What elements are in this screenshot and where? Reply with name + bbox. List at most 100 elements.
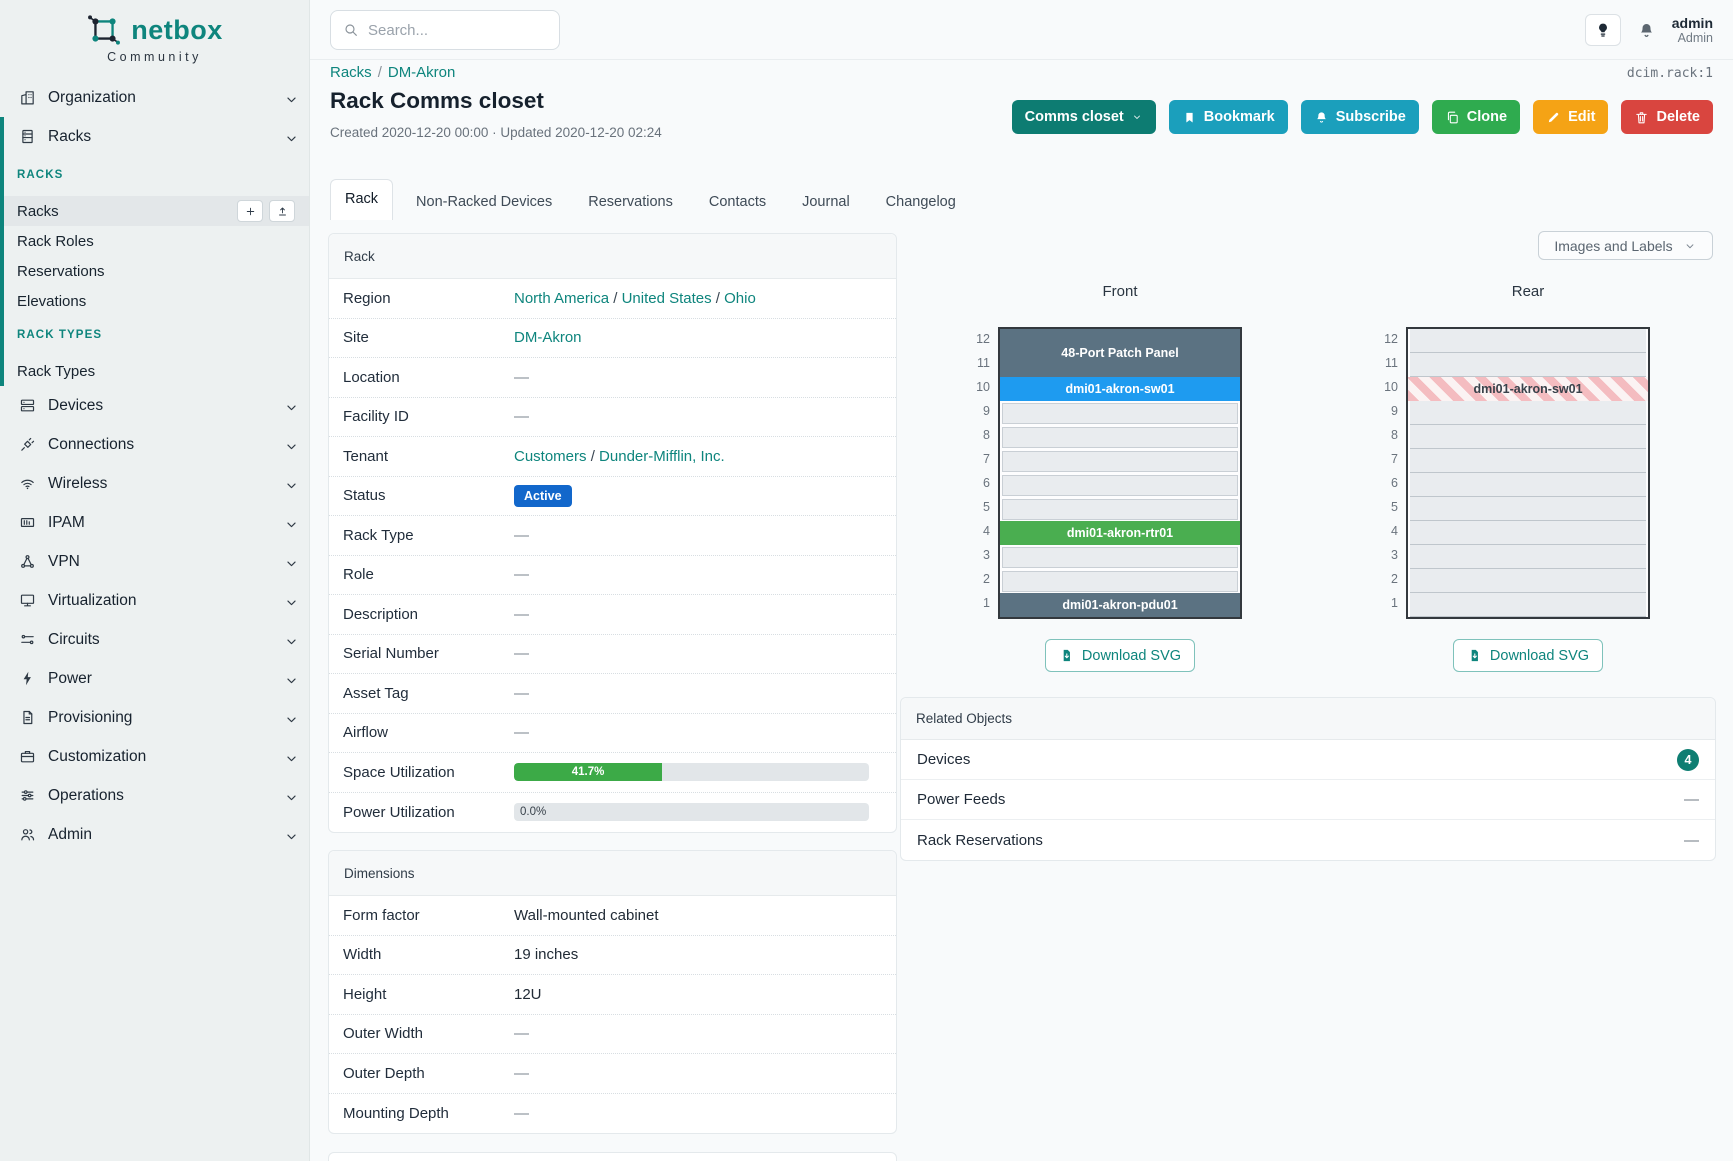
rack-unit-dmi01-akron-sw01[interactable]: dmi01-akron-sw01 [1000, 377, 1240, 401]
table-row-facility-id: Facility ID — [329, 398, 896, 437]
empty-unit-slot[interactable] [1410, 329, 1646, 353]
edit-button[interactable]: Edit [1533, 100, 1609, 134]
sidebar-item-customization[interactable]: Customization [0, 737, 309, 776]
field-label: Location [343, 368, 400, 386]
empty-unit-slot[interactable] [1410, 473, 1646, 497]
sidebar-subitem-racks[interactable]: Racks [4, 196, 309, 226]
sidebar-nav: Organization Racks RACKS Racks Rack Roles Res… [0, 78, 309, 854]
chevron-down-icon [287, 600, 296, 606]
sidebar-subitem-rack-types[interactable]: Rack Types [4, 356, 309, 386]
rack-unit-48-port-patch-panel[interactable]: 48-Port Patch Panel [1000, 329, 1240, 377]
empty-unit-slot[interactable] [1002, 450, 1238, 472]
empty-unit-slot[interactable] [1410, 449, 1646, 473]
sidebar-item-racks[interactable]: Racks [4, 117, 309, 156]
sidebar-item-organization[interactable]: Organization [0, 78, 309, 117]
empty-unit-slot[interactable] [1002, 402, 1238, 424]
sidebar-subitem-elevations[interactable]: Elevations [4, 286, 309, 316]
images-labels-toggle[interactable]: Images and Labels [1538, 231, 1713, 260]
breadcrumb-site-link[interactable]: DM-Akron [387, 64, 456, 81]
progress-bar-power-utilization: 0.0% [514, 803, 869, 822]
rack-unit-dmi01-akron-sw01[interactable]: dmi01-akron-sw01 [1408, 377, 1648, 401]
empty-unit-slot[interactable] [1002, 570, 1238, 592]
subscribe-button[interactable]: Subscribe [1300, 100, 1419, 134]
empty-unit-slot[interactable] [1002, 426, 1238, 448]
user-role: Admin [1677, 30, 1713, 45]
empty-unit-slot[interactable] [1002, 546, 1238, 568]
empty-unit-slot[interactable] [1410, 569, 1646, 593]
bookmark-button[interactable]: Bookmark [1168, 100, 1288, 134]
add-rack-button[interactable] [237, 200, 263, 222]
chevron-down-icon [287, 405, 296, 411]
empty-unit-slot[interactable] [1410, 521, 1646, 545]
empty-unit-slot[interactable] [1002, 498, 1238, 520]
link-north-america[interactable]: North America [514, 289, 610, 307]
sidebar-item-vpn[interactable]: VPN [0, 542, 309, 581]
link-dm-akron[interactable]: DM-Akron [514, 329, 582, 347]
delete-button[interactable]: Delete [1621, 100, 1713, 134]
next-panel-partial [328, 1152, 897, 1161]
link-customers[interactable]: Customers [514, 447, 587, 465]
empty-unit-slot[interactable] [1410, 353, 1646, 377]
sidebar-item-admin[interactable]: Admin [0, 815, 309, 854]
view-selector-button[interactable]: Comms closet [1011, 100, 1156, 134]
tab-rack[interactable]: Rack [330, 179, 394, 220]
sidebar-item-devices[interactable]: Devices [0, 386, 309, 425]
brand[interactable]: netbox Community [0, 0, 309, 78]
sidebar-item-circuits[interactable]: Circuits [0, 620, 309, 659]
link-dunder-mifflin-inc[interactable]: Dunder-Mifflin, Inc. [599, 447, 725, 465]
sidebar-item-label: Connections [48, 435, 135, 453]
unit-number: 2 [983, 572, 990, 586]
related-row-rack-reservations[interactable]: Rack Reservations — [901, 820, 1715, 860]
sidebar-item-ipam[interactable]: IPAM [0, 503, 309, 542]
theme-toggle-button[interactable] [1584, 14, 1621, 46]
clone-button[interactable]: Clone [1431, 100, 1521, 134]
sidebar-item-operations[interactable]: Operations [0, 776, 309, 815]
link-united-states[interactable]: United States [621, 289, 712, 307]
tab-journal[interactable]: Journal [802, 194, 850, 210]
chevron-down-icon [287, 97, 296, 103]
import-rack-button[interactable] [269, 200, 295, 222]
search-input[interactable] [368, 21, 528, 39]
empty-unit-slot[interactable] [1410, 593, 1646, 617]
download-svg-button-front[interactable]: Download SVG [1045, 639, 1195, 672]
empty-value-dash: — [514, 724, 529, 742]
tab-non-racked-devices[interactable]: Non-Racked Devices [416, 194, 553, 210]
download-svg-button-rear[interactable]: Download SVG [1453, 639, 1603, 672]
rack-unit-dmi01-akron-pdu01[interactable]: dmi01-akron-pdu01 [1000, 593, 1240, 617]
search-box[interactable] [330, 10, 560, 50]
empty-unit-slot[interactable] [1410, 545, 1646, 569]
copy-icon [1447, 111, 1458, 123]
sidebar-subitem-reservations[interactable]: Reservations [4, 256, 309, 286]
sidebar-item-virtualization[interactable]: Virtualization [0, 581, 309, 620]
related-row-power-feeds[interactable]: Power Feeds — [901, 780, 1715, 820]
netbox-logo-icon [88, 15, 121, 45]
empty-unit-slot[interactable] [1410, 425, 1646, 449]
sidebar-item-power[interactable]: Power [0, 659, 309, 698]
unit-number: 10 [1384, 380, 1398, 394]
unit-number: 3 [983, 548, 990, 562]
table-row-role: Role — [329, 556, 896, 595]
sidebar-item-wireless[interactable]: Wireless [0, 464, 309, 503]
breadcrumb-racks-link[interactable]: Racks [330, 64, 372, 81]
page-title: Rack Comms closet [330, 88, 544, 113]
chevron-down-icon [287, 561, 296, 567]
related-row-devices[interactable]: Devices 4 [901, 740, 1715, 780]
empty-unit-slot[interactable] [1002, 474, 1238, 496]
wifi-icon [21, 479, 34, 490]
sidebar-item-connections[interactable]: Connections [0, 425, 309, 464]
tab-contacts[interactable]: Contacts [708, 194, 767, 210]
tab-reservations[interactable]: Reservations [588, 194, 673, 210]
rack-unit-dmi01-akron-rtr01[interactable]: dmi01-akron-rtr01 [1000, 521, 1240, 545]
empty-unit-slot[interactable] [1410, 497, 1646, 521]
unit-number: 6 [1391, 476, 1398, 490]
sidebar-subitem-label: Racks [17, 202, 59, 220]
sidebar-item-label: Racks [48, 127, 92, 145]
empty-unit-slot[interactable] [1410, 401, 1646, 425]
sidebar-item-provisioning[interactable]: Provisioning [0, 698, 309, 737]
user-menu[interactable]: admin Admin [1672, 15, 1713, 45]
link-ohio[interactable]: Ohio [724, 289, 756, 307]
plug-icon [21, 437, 35, 451]
sidebar-subitem-rack-roles[interactable]: Rack Roles [4, 226, 309, 256]
notifications-button[interactable] [1637, 21, 1656, 40]
tab-changelog[interactable]: Changelog [885, 194, 956, 210]
